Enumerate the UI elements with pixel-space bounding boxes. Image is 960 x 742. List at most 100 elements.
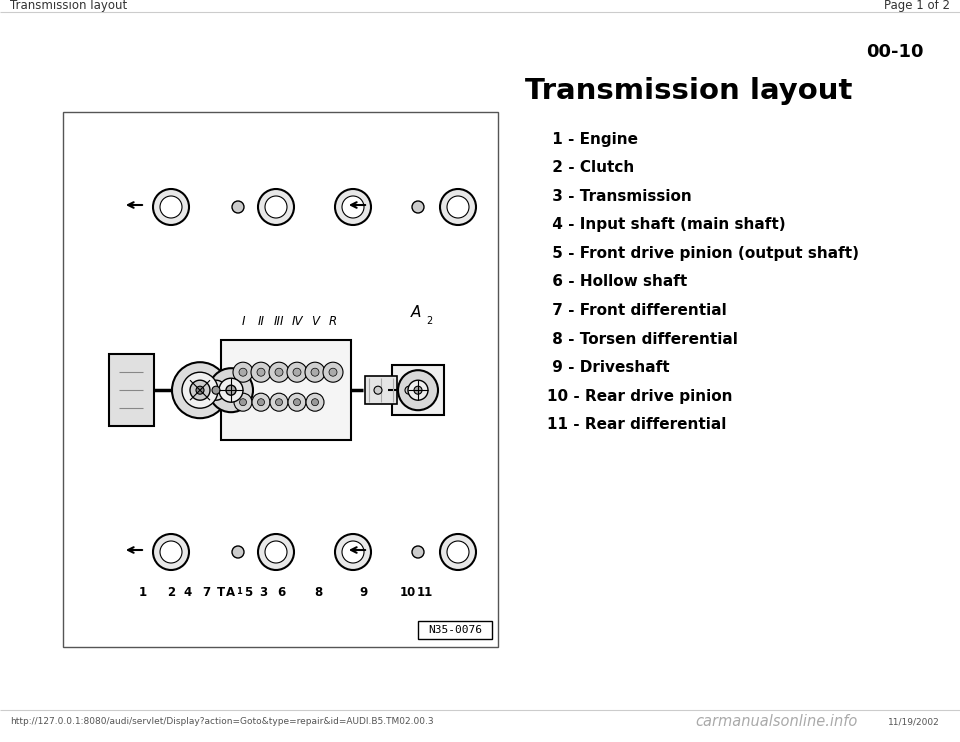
- Text: R: R: [329, 315, 337, 328]
- Circle shape: [232, 546, 244, 558]
- Circle shape: [414, 386, 422, 394]
- Text: carmanualsonline.info: carmanualsonline.info: [695, 715, 857, 729]
- Text: I: I: [241, 315, 245, 328]
- Text: 5: 5: [244, 585, 252, 599]
- Text: 5 - Front drive pinion (output shaft): 5 - Front drive pinion (output shaft): [547, 246, 859, 261]
- Circle shape: [287, 362, 307, 382]
- Circle shape: [440, 189, 476, 225]
- Circle shape: [405, 386, 413, 394]
- Circle shape: [408, 380, 428, 400]
- Text: N35-0076: N35-0076: [428, 625, 482, 635]
- Circle shape: [288, 393, 306, 411]
- Text: 9: 9: [359, 585, 367, 599]
- Text: 11/19/2002: 11/19/2002: [888, 718, 940, 726]
- Bar: [418, 621, 492, 639]
- Circle shape: [335, 189, 371, 225]
- Circle shape: [258, 189, 294, 225]
- Circle shape: [258, 534, 294, 570]
- Text: IV: IV: [291, 315, 302, 328]
- Circle shape: [270, 393, 288, 411]
- Circle shape: [226, 385, 236, 395]
- Circle shape: [160, 541, 182, 563]
- Circle shape: [239, 368, 247, 376]
- Text: http://127.0.0.1:8080/audi/servlet/Display?action=Goto&type=repair&id=AUDI.B5.TM: http://127.0.0.1:8080/audi/servlet/Displ…: [10, 718, 434, 726]
- Text: 2: 2: [426, 316, 432, 326]
- Circle shape: [440, 534, 476, 570]
- Text: 7: 7: [202, 585, 210, 599]
- Text: 6: 6: [276, 585, 285, 599]
- Text: Transmission layout: Transmission layout: [10, 0, 128, 13]
- Text: 3: 3: [259, 585, 267, 599]
- Text: V: V: [311, 315, 319, 328]
- Circle shape: [342, 541, 364, 563]
- Circle shape: [265, 541, 287, 563]
- Circle shape: [265, 196, 287, 218]
- Circle shape: [251, 362, 271, 382]
- Text: II: II: [257, 315, 265, 328]
- Circle shape: [306, 393, 324, 411]
- Text: 4: 4: [184, 585, 192, 599]
- Circle shape: [311, 398, 319, 406]
- Circle shape: [212, 386, 220, 394]
- Circle shape: [269, 362, 289, 382]
- Circle shape: [239, 398, 247, 406]
- Text: A: A: [411, 305, 421, 321]
- Circle shape: [276, 398, 282, 406]
- Circle shape: [335, 534, 371, 570]
- Text: A: A: [227, 585, 235, 599]
- Circle shape: [190, 380, 210, 400]
- Circle shape: [153, 189, 189, 225]
- Text: Transmission layout: Transmission layout: [525, 77, 852, 105]
- Circle shape: [447, 541, 469, 563]
- Circle shape: [412, 201, 424, 213]
- Text: 3 - Transmission: 3 - Transmission: [547, 189, 692, 204]
- Text: 9 - Driveshaft: 9 - Driveshaft: [547, 360, 670, 375]
- Text: 10 - Rear drive pinion: 10 - Rear drive pinion: [547, 389, 732, 404]
- Text: 2: 2: [167, 585, 175, 599]
- Text: 1 - Engine: 1 - Engine: [547, 132, 638, 147]
- Circle shape: [398, 370, 438, 410]
- Circle shape: [252, 393, 270, 411]
- Circle shape: [275, 368, 283, 376]
- Circle shape: [182, 372, 218, 408]
- Text: 11 - Rear differential: 11 - Rear differential: [547, 417, 727, 432]
- Text: 6 - Hollow shaft: 6 - Hollow shaft: [547, 275, 687, 289]
- Circle shape: [257, 368, 265, 376]
- Circle shape: [233, 362, 253, 382]
- Circle shape: [209, 368, 253, 413]
- Text: T: T: [217, 585, 225, 599]
- Circle shape: [374, 386, 382, 394]
- Bar: [365, 376, 397, 404]
- Text: 10: 10: [400, 585, 416, 599]
- Circle shape: [412, 546, 424, 558]
- Text: 1: 1: [236, 588, 242, 597]
- Text: 4 - Input shaft (main shaft): 4 - Input shaft (main shaft): [547, 217, 785, 232]
- Circle shape: [160, 196, 182, 218]
- Text: Page 1 of 2: Page 1 of 2: [884, 0, 950, 13]
- Bar: [392, 365, 444, 416]
- Circle shape: [234, 393, 252, 411]
- Text: 8 - Torsen differential: 8 - Torsen differential: [547, 332, 738, 347]
- Bar: [221, 340, 351, 440]
- Text: 00-10: 00-10: [866, 43, 924, 61]
- Text: 8: 8: [314, 585, 323, 599]
- Circle shape: [293, 368, 301, 376]
- Circle shape: [196, 386, 204, 394]
- Circle shape: [329, 368, 337, 376]
- Circle shape: [257, 398, 265, 406]
- Circle shape: [153, 534, 189, 570]
- Circle shape: [447, 196, 469, 218]
- Circle shape: [342, 196, 364, 218]
- Circle shape: [294, 398, 300, 406]
- Circle shape: [219, 378, 243, 402]
- Circle shape: [323, 362, 343, 382]
- Bar: [63, 112, 498, 647]
- Circle shape: [206, 380, 226, 400]
- Circle shape: [172, 362, 228, 418]
- Text: 11: 11: [417, 585, 433, 599]
- Bar: [108, 354, 154, 426]
- Text: 7 - Front differential: 7 - Front differential: [547, 303, 727, 318]
- Text: III: III: [274, 315, 284, 328]
- Circle shape: [232, 201, 244, 213]
- Circle shape: [305, 362, 325, 382]
